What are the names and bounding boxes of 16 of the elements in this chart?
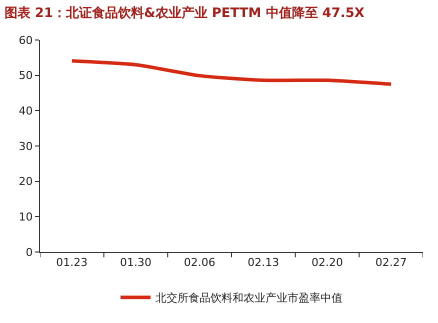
x-tick-label: 02.20 xyxy=(312,256,343,270)
legend-label: 北交所食品饮料和农业产业市盈率中值 xyxy=(156,292,342,305)
y-tick-label: 60 xyxy=(18,34,33,47)
line-series xyxy=(70,59,393,86)
y-tick-label: 10 xyxy=(18,210,33,224)
x-tick-label: 02.13 xyxy=(248,256,280,270)
x-tick-label: 02.27 xyxy=(375,256,407,270)
y-tick-label: 50 xyxy=(18,69,33,82)
y-tick-label: 40 xyxy=(18,104,33,118)
y-tick-label: 0 xyxy=(26,246,33,259)
y-tick-label: 20 xyxy=(18,175,33,188)
x-tick-label: 02.06 xyxy=(184,256,216,270)
x-tick-label: 01.23 xyxy=(56,256,88,270)
y-tick-label: 30 xyxy=(18,140,33,153)
x-tick-label: 01.30 xyxy=(120,256,152,270)
chart-title: 图表 21：北证食品饮料&农业产业 PETTM 中值降至 47.5X xyxy=(4,5,364,22)
